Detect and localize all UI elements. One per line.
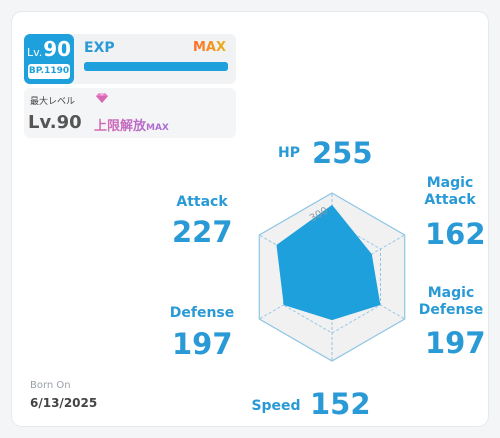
level-prefix: Lv. <box>26 46 43 59</box>
magic-defense-label-line1: Magic <box>427 285 475 301</box>
magic-attack-value: 162 <box>425 217 486 251</box>
magic-defense-value: 197 <box>425 326 486 360</box>
attack-label: Attack <box>176 194 228 210</box>
stats-radar-chart: 300 <box>258 192 406 362</box>
max-level-label: 最大レベル <box>30 97 76 107</box>
level-exp-panel: Lv.90 BP.1190 EXP MAX <box>24 34 236 84</box>
hp-label: HP <box>278 145 300 161</box>
max-level-value: Lv.90 <box>28 112 82 133</box>
magic-attack-label: Magic Attack <box>420 175 480 209</box>
speed-label: Speed <box>251 398 301 414</box>
exp-label: EXP <box>84 40 115 56</box>
magic-defense-label: Magic Defense <box>418 285 484 319</box>
exp-progress-fill <box>84 62 228 71</box>
hp-value: 255 <box>312 136 373 170</box>
magic-defense-label-line2: Defense <box>418 302 484 318</box>
radar-stat-area <box>276 204 381 321</box>
character-stats-card: Lv.90 BP.1190 EXP MAX 最大レベル Lv.90 上限解放MA… <box>12 12 488 426</box>
exp-progress-bar <box>84 62 228 71</box>
level-value: Lv.90 <box>24 37 74 65</box>
level-number: 90 <box>43 37 72 61</box>
magic-attack-label-line2: Attack <box>424 192 476 208</box>
exp-max-label: MAX <box>192 40 226 55</box>
bp-label: BP.1190 <box>28 64 70 79</box>
speed-value: 152 <box>310 387 371 421</box>
gem-icon <box>96 93 108 103</box>
defense-label: Defense <box>169 305 235 321</box>
level-badge: Lv.90 BP.1190 <box>24 34 74 84</box>
defense-value: 197 <box>172 327 233 361</box>
attack-value: 227 <box>172 215 233 249</box>
magic-attack-label-line1: Magic <box>426 175 474 191</box>
born-on-date: 6/13/2025 <box>30 396 98 410</box>
born-on-label: Born On <box>30 380 71 391</box>
max-level-panel: 最大レベル Lv.90 上限解放MAX <box>24 88 236 138</box>
